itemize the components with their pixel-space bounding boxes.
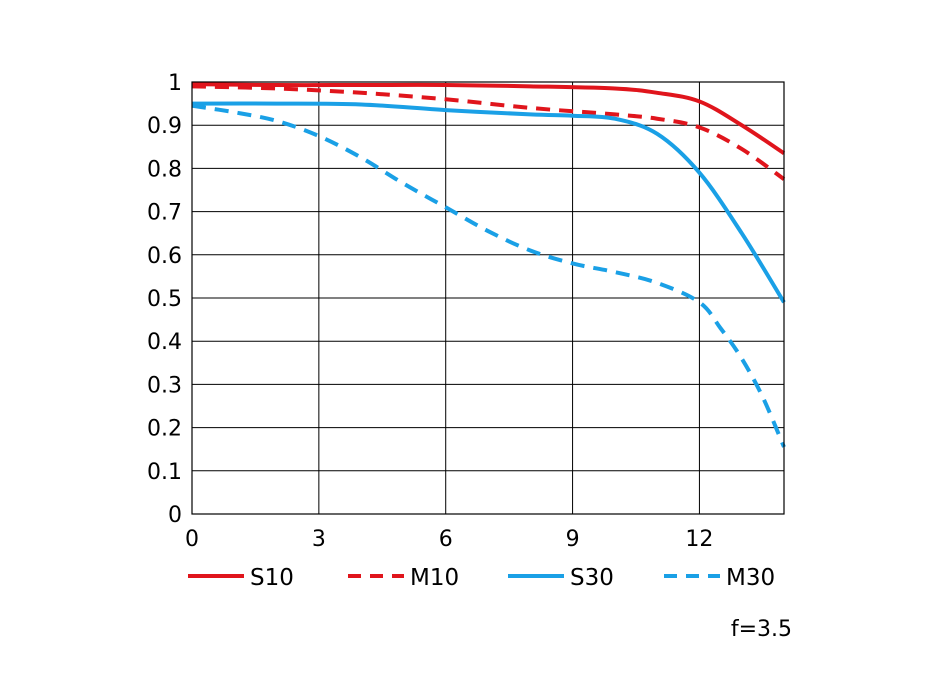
plot-frame (191, 81, 785, 515)
series-line-m30 (192, 103, 786, 448)
series-line-m10 (192, 84, 786, 181)
y-tick-label: 0.3 (147, 373, 182, 398)
x-axis-ticks: 0 3 6 9 12 (185, 527, 713, 552)
x-tick-label: 0 (185, 527, 199, 552)
y-tick-label: 0.8 (147, 157, 182, 182)
y-tick-label: 0.1 (147, 460, 182, 485)
y-tick-label: 0.6 (147, 244, 182, 269)
series-line-s10 (192, 82, 786, 155)
y-tick-label: 0.4 (147, 330, 182, 355)
y-axis-ticks: 0 0.1 0.2 0.3 0.4 0.5 0.6 0.7 0.8 0.9 1 (147, 71, 182, 528)
y-tick-label: 0.2 (147, 417, 182, 442)
x-tick-label: 6 (439, 527, 453, 552)
series-lines (192, 82, 786, 448)
x-tick-label: 12 (685, 527, 713, 552)
x-tick-label: 3 (312, 527, 326, 552)
y-tick-label: 0.5 (147, 287, 182, 312)
y-tick-label: 0 (168, 503, 182, 528)
legend: S10 M10 S30 M30 (188, 565, 775, 591)
aperture-annotation: f=3.5 (731, 617, 792, 642)
grid (191, 81, 784, 515)
x-tick-label: 9 (566, 527, 580, 552)
y-tick-label: 0.9 (147, 114, 182, 139)
y-tick-label: 1 (168, 71, 182, 96)
legend-label-s10: S10 (250, 565, 294, 591)
legend-label-m10: M10 (410, 565, 459, 591)
series-line-s30 (192, 101, 786, 304)
legend-label-m30: M30 (726, 565, 775, 591)
legend-label-s30: S30 (570, 565, 614, 591)
y-tick-label: 0.7 (147, 201, 182, 226)
